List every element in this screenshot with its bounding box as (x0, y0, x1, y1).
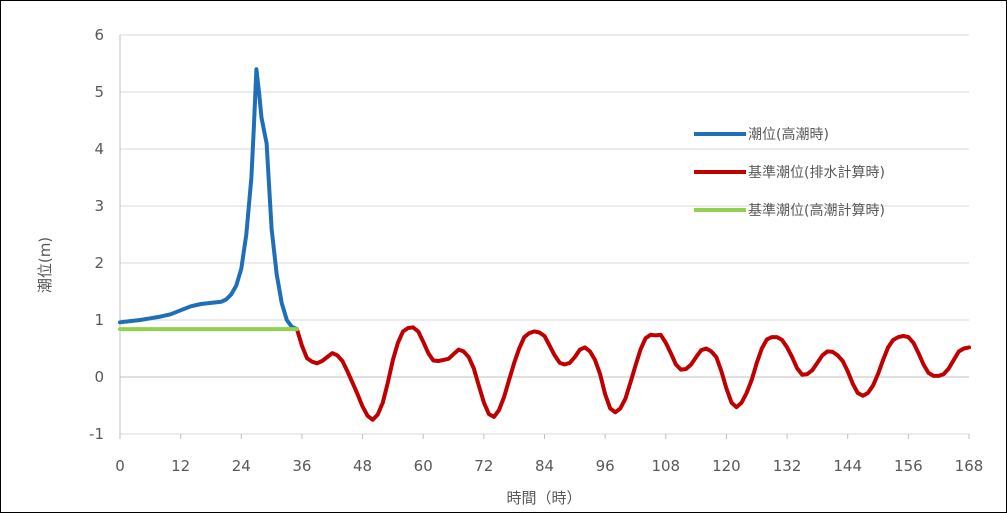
y-tick-label: 0 (94, 368, 104, 386)
x-axis-ticks: 0 12 24 36 48 60 72 84 96 108 120 132 144 156 168 (115, 434, 983, 475)
y-tick-label: 3 (94, 197, 104, 215)
y-tick-label: 5 (94, 83, 104, 101)
y-tick-label: -1 (89, 425, 104, 443)
y-axis-title: 潮位(m) (36, 237, 54, 293)
x-tick-label: 84 (535, 457, 554, 475)
x-tick-label: 60 (414, 457, 433, 475)
x-tick-label: 120 (712, 457, 741, 475)
x-tick-label: 108 (651, 457, 680, 475)
legend: 潮位(高潮時) 基準潮位(排水計算時) 基準潮位(高潮計算時) (694, 126, 885, 219)
series-line-1 (294, 325, 971, 422)
y-tick-label: 2 (94, 254, 104, 272)
x-tick-label: 36 (292, 457, 311, 475)
x-tick-label: 24 (232, 457, 251, 475)
gridlines (119, 34, 969, 435)
x-tick-label: 168 (955, 457, 984, 475)
x-tick-label: 96 (596, 457, 615, 475)
y-tick-label: 1 (94, 311, 104, 329)
y-tick-label: 6 (94, 26, 104, 44)
y-axis-ticks: -1 0 1 2 3 4 5 6 (89, 26, 104, 443)
x-tick-label: 48 (353, 457, 372, 475)
x-tick-label: 156 (894, 457, 923, 475)
legend-label: 基準潮位(高潮計算時) (748, 202, 885, 219)
series-line-0 (118, 67, 299, 332)
x-tick-label: 144 (833, 457, 862, 475)
x-tick-label: 12 (171, 457, 190, 475)
legend-label: 潮位(高潮時) (748, 126, 829, 143)
x-tick-label: 0 (115, 457, 125, 475)
x-tick-label: 72 (474, 457, 493, 475)
x-tick-label: 132 (773, 457, 802, 475)
x-axis-title: 時間（時） (506, 489, 581, 507)
y-tick-label: 4 (94, 140, 104, 158)
legend-label: 基準潮位(排水計算時) (748, 164, 885, 181)
series-lines (118, 67, 971, 422)
